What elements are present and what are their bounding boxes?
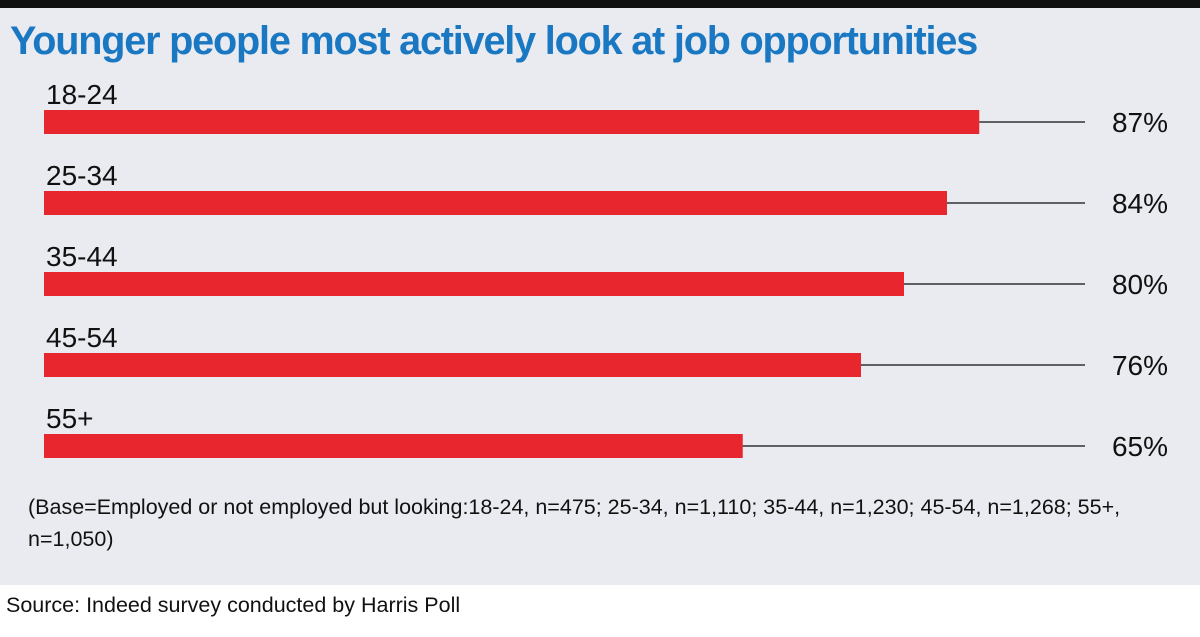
- value-label: 65%: [1112, 431, 1168, 462]
- chart-title: Younger people most actively look at job…: [10, 19, 978, 63]
- chart-panel: [0, 8, 1200, 585]
- category-label: 25-34: [46, 160, 118, 191]
- bar: [44, 191, 947, 215]
- category-label: 18-24: [46, 79, 118, 110]
- category-label: 35-44: [46, 241, 118, 272]
- value-label: 84%: [1112, 188, 1168, 219]
- category-label: 55+: [46, 403, 94, 434]
- base-note: (Base=Employed or not employed but looki…: [28, 495, 1121, 551]
- bar: [44, 110, 980, 134]
- value-label: 76%: [1112, 350, 1168, 381]
- value-label: 80%: [1112, 269, 1168, 300]
- source-note: Source: Indeed survey conducted by Harri…: [6, 593, 461, 617]
- bar: [44, 353, 861, 377]
- bar: [44, 434, 743, 458]
- value-label: 87%: [1112, 107, 1168, 138]
- bar: [44, 272, 904, 296]
- top-rule: [0, 0, 1200, 8]
- category-label: 45-54: [46, 322, 118, 353]
